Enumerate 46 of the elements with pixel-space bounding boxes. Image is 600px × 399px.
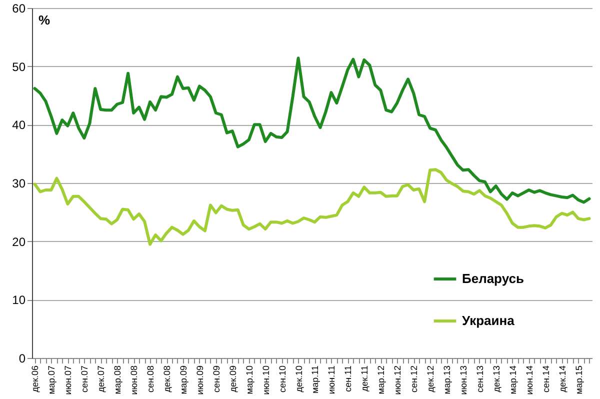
line-series xyxy=(33,56,591,204)
x-tick-label: дек.13 xyxy=(491,366,502,392)
x-tick-label: мар.11 xyxy=(310,366,320,394)
y-tick-label: 40 xyxy=(12,118,26,132)
y-axis-title: % xyxy=(38,12,50,28)
x-tick-label: мар.09 xyxy=(178,366,188,394)
line-series xyxy=(33,168,591,246)
y-tick-label: 10 xyxy=(12,293,26,308)
x-tick-label: июн.14 xyxy=(524,366,534,395)
x-tick-label: июн.08 xyxy=(129,366,140,395)
x-tick-label: июн.09 xyxy=(194,366,205,395)
x-tick-label: сен.10 xyxy=(277,366,288,392)
y-tick-label: 50 xyxy=(12,60,26,74)
x-tick-label: дек.14 xyxy=(557,366,568,392)
x-tick-label: июн.11 xyxy=(326,366,337,394)
x-tick-label: июн.07 xyxy=(63,366,74,395)
x-tick-label: дек.11 xyxy=(360,366,370,392)
y-tick-label: 60 xyxy=(12,2,26,16)
x-tick-label: сен.14 xyxy=(540,366,551,392)
y-tick-label: 0 xyxy=(18,352,26,366)
x-tick-label: мар.15 xyxy=(574,366,584,394)
x-tick-label: мар.14 xyxy=(508,366,518,394)
y-tick-label: 20 xyxy=(12,234,26,249)
x-tick-label: мар.13 xyxy=(442,366,452,394)
x-tick-label: сен.07 xyxy=(80,366,90,392)
legend-label: Украина xyxy=(462,313,516,328)
x-tick-label: дек.10 xyxy=(294,366,304,392)
x-tick-label: дек.06 xyxy=(30,366,40,392)
x-tick-label: сен.13 xyxy=(474,366,485,392)
x-tick-label: мар.08 xyxy=(112,366,123,394)
x-tick-label: сен.11 xyxy=(343,366,354,392)
y-tick-label: 30 xyxy=(12,176,26,190)
x-tick-label: дек.12 xyxy=(426,366,436,392)
x-tick-label: мар.10 xyxy=(244,366,254,394)
x-tick-label: дек.07 xyxy=(96,366,106,392)
x-tick-label: июн.12 xyxy=(392,366,403,395)
x-tick-label: сен.12 xyxy=(409,366,420,392)
x-tick-label: мар.12 xyxy=(376,366,386,394)
x-tick-label: дек.09 xyxy=(228,366,238,392)
x-tick-label: сен.09 xyxy=(211,366,222,392)
x-tick-label: июн.10 xyxy=(260,366,271,395)
x-tick-label: дек.08 xyxy=(162,366,172,392)
legend-label: Беларусь xyxy=(462,271,524,286)
x-tick-label: сен.08 xyxy=(146,366,156,392)
x-tick-label: июн.13 xyxy=(458,366,468,395)
x-tick-label: мар.07 xyxy=(46,366,57,394)
